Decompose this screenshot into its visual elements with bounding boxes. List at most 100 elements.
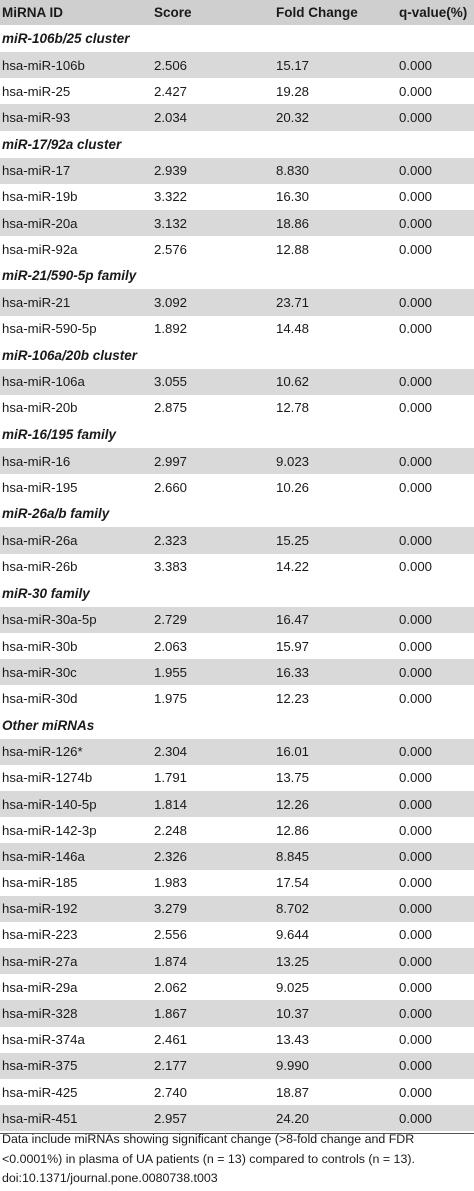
fold-change-cell: 13.25 bbox=[276, 953, 310, 969]
header-mirna-id: MiRNA ID bbox=[2, 5, 63, 20]
mirna-id-cell: hsa-miR-92a bbox=[2, 241, 78, 257]
q-value-cell: 0.000 bbox=[399, 109, 433, 125]
q-value-cell: 0.000 bbox=[399, 321, 433, 337]
table-row: hsa-miR-26a 2.323 15.25 0.000 bbox=[0, 527, 474, 554]
q-value-cell: 0.000 bbox=[399, 690, 433, 706]
group-name: miR-26a/b family bbox=[2, 506, 110, 522]
table-row: hsa-miR-451 2.957 24.20 0.000 bbox=[0, 1105, 474, 1132]
table-row: hsa-miR-20a 3.132 18.86 0.000 bbox=[0, 209, 474, 237]
fold-change-cell: 12.23 bbox=[276, 690, 310, 706]
score-cell: 2.034 bbox=[154, 109, 188, 125]
mirna-id-cell: hsa-miR-195 bbox=[2, 479, 78, 495]
q-value-cell: 0.000 bbox=[399, 559, 433, 575]
table-row: hsa-miR-425 2.740 18.87 0.000 bbox=[0, 1079, 474, 1105]
q-value-cell: 0.000 bbox=[399, 770, 433, 786]
mirna-id-cell: hsa-miR-590-5p bbox=[2, 321, 97, 337]
mirna-id-cell: hsa-miR-26a bbox=[2, 533, 78, 549]
group-header-row: miR-21/590-5p family bbox=[0, 262, 474, 289]
footnote-doi: doi:10.1371/journal.pone.0080738.t003 bbox=[2, 1171, 218, 1185]
table-row: hsa-miR-140-5p 1.814 12.26 0.000 bbox=[0, 790, 474, 818]
group-name: miR-17/92a cluster bbox=[2, 136, 122, 152]
fold-change-cell: 15.97 bbox=[276, 638, 310, 654]
q-value-cell: 0.000 bbox=[399, 189, 433, 205]
table-row: hsa-miR-185 1.983 17.54 0.000 bbox=[0, 870, 474, 896]
score-cell: 2.729 bbox=[154, 612, 188, 628]
table-row: hsa-miR-20b 2.875 12.78 0.000 bbox=[0, 395, 474, 421]
fold-change-cell: 17.54 bbox=[276, 875, 310, 891]
footnote-line-2: <0.0001%) in plasma of UA patients (n = … bbox=[2, 1151, 415, 1166]
mirna-id-cell: hsa-miR-20a bbox=[2, 215, 78, 231]
score-cell: 3.092 bbox=[154, 294, 188, 310]
fold-change-cell: 9.644 bbox=[276, 927, 310, 943]
q-value-cell: 0.000 bbox=[399, 533, 433, 549]
table-body: miR-106b/25 cluster hsa-miR-106b 2.506 15.1… bbox=[0, 25, 474, 1132]
q-value-cell: 0.000 bbox=[399, 796, 433, 812]
mirna-id-cell: hsa-miR-21 bbox=[2, 294, 71, 310]
mirna-id-cell: hsa-miR-30b bbox=[2, 638, 78, 654]
q-value-cell: 0.000 bbox=[399, 374, 433, 390]
mirna-id-cell: hsa-miR-146a bbox=[2, 848, 85, 864]
fold-change-cell: 12.78 bbox=[276, 400, 310, 416]
fold-change-cell: 14.22 bbox=[276, 559, 310, 575]
fold-change-cell: 15.17 bbox=[276, 57, 310, 73]
score-cell: 2.957 bbox=[154, 1110, 188, 1126]
q-value-cell: 0.000 bbox=[399, 822, 433, 838]
fold-change-cell: 13.75 bbox=[276, 770, 310, 786]
q-value-cell: 0.000 bbox=[399, 241, 433, 257]
mirna-id-cell: hsa-miR-223 bbox=[2, 927, 78, 943]
q-value-cell: 0.000 bbox=[399, 400, 433, 416]
table-row: hsa-miR-195 2.660 10.26 0.000 bbox=[0, 474, 474, 500]
group-header-row: miR-16/195 family bbox=[0, 421, 474, 448]
score-cell: 3.322 bbox=[154, 189, 188, 205]
score-cell: 2.556 bbox=[154, 927, 188, 943]
score-cell: 1.975 bbox=[154, 690, 188, 706]
table-row: hsa-miR-30c 1.955 16.33 0.000 bbox=[0, 659, 474, 686]
fold-change-cell: 10.26 bbox=[276, 479, 310, 495]
header-q-value: q-value(%) bbox=[399, 5, 468, 20]
fold-change-cell: 12.26 bbox=[276, 796, 310, 812]
q-value-cell: 0.000 bbox=[399, 1032, 433, 1048]
score-cell: 2.177 bbox=[154, 1058, 188, 1074]
fold-change-cell: 23.71 bbox=[276, 294, 310, 310]
table-header: MiRNA ID Score Fold Change q-value(%) bbox=[0, 0, 474, 25]
group-name: miR-30 family bbox=[2, 585, 90, 601]
mirna-id-cell: hsa-miR-328 bbox=[2, 1006, 78, 1022]
score-cell: 2.576 bbox=[154, 241, 188, 257]
fold-change-cell: 18.87 bbox=[276, 1084, 310, 1100]
score-cell: 1.892 bbox=[154, 321, 188, 337]
mirna-id-cell: hsa-miR-126* bbox=[2, 744, 83, 760]
group-name: miR-21/590-5p family bbox=[2, 268, 137, 284]
q-value-cell: 0.000 bbox=[399, 83, 433, 99]
group-header-row: miR-26a/b family bbox=[0, 500, 474, 527]
mirna-id-cell: hsa-miR-27a bbox=[2, 953, 78, 969]
fold-change-cell: 10.37 bbox=[276, 1006, 310, 1022]
mirna-id-cell: hsa-miR-374a bbox=[2, 1032, 85, 1048]
fold-change-cell: 13.43 bbox=[276, 1032, 310, 1048]
header-fold-change: Fold Change bbox=[276, 5, 358, 20]
group-header-row: Other miRNAs bbox=[0, 712, 474, 739]
mirna-id-cell: hsa-miR-185 bbox=[2, 875, 78, 891]
fold-change-cell: 15.25 bbox=[276, 533, 310, 549]
q-value-cell: 0.000 bbox=[399, 953, 433, 969]
header-score: Score bbox=[154, 5, 192, 20]
mirna-table: MiRNA ID Score Fold Change q-value(%) mi… bbox=[0, 0, 474, 1132]
table-row: hsa-miR-30b 2.063 15.97 0.000 bbox=[0, 633, 474, 659]
q-value-cell: 0.000 bbox=[399, 215, 433, 231]
fold-change-cell: 16.33 bbox=[276, 664, 310, 680]
mirna-id-cell: hsa-miR-19b bbox=[2, 189, 78, 205]
mirna-id-cell: hsa-miR-30c bbox=[2, 664, 77, 680]
score-cell: 3.055 bbox=[154, 374, 188, 390]
mirna-id-cell: hsa-miR-20b bbox=[2, 400, 78, 416]
mirna-id-cell: hsa-miR-93 bbox=[2, 109, 71, 125]
mirna-id-cell: hsa-miR-106a bbox=[2, 374, 85, 390]
table-row: hsa-miR-27a 1.874 13.25 0.000 bbox=[0, 948, 474, 975]
table-row: hsa-miR-106b 2.506 15.17 0.000 bbox=[0, 52, 474, 79]
q-value-cell: 0.000 bbox=[399, 453, 433, 469]
score-cell: 2.248 bbox=[154, 822, 188, 838]
score-cell: 2.740 bbox=[154, 1084, 188, 1100]
fold-change-cell: 16.01 bbox=[276, 744, 310, 760]
score-cell: 1.955 bbox=[154, 664, 188, 680]
q-value-cell: 0.000 bbox=[399, 1084, 433, 1100]
fold-change-cell: 16.30 bbox=[276, 189, 310, 205]
q-value-cell: 0.000 bbox=[399, 163, 433, 179]
